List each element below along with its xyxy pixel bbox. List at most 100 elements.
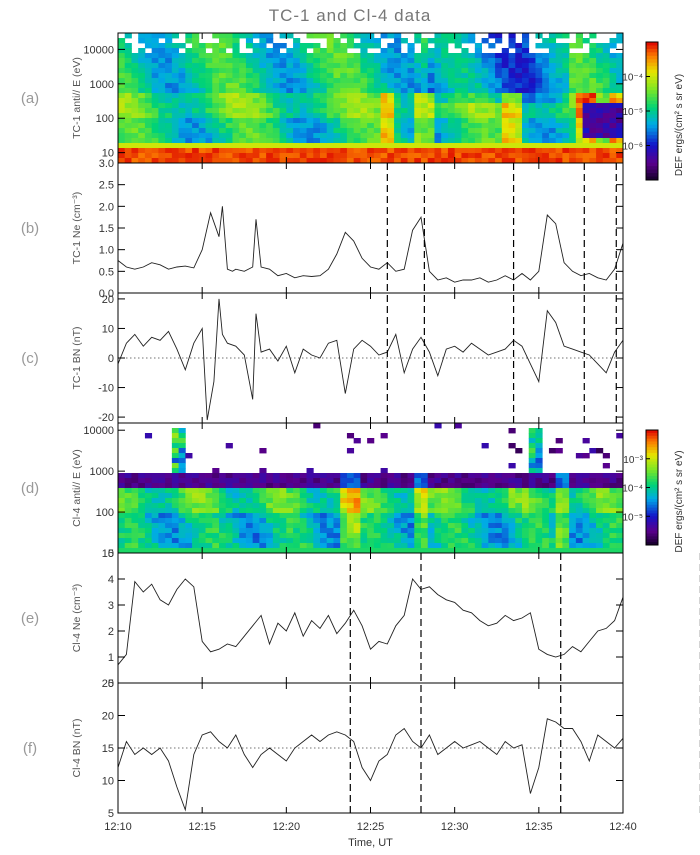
heatmap-cell [461, 473, 469, 479]
heatmap-cell [326, 503, 334, 509]
heatmap-cell [569, 143, 577, 149]
heatmap-cell [212, 143, 220, 149]
heatmap-cell [225, 548, 233, 554]
heatmap-cell [609, 123, 617, 129]
heatmap-cell [205, 498, 213, 504]
heatmap-cell [346, 143, 355, 149]
heatmap-cell [616, 503, 624, 509]
heatmap-cell [421, 78, 429, 84]
heatmap-cell [225, 143, 233, 149]
heatmap-cell [542, 153, 550, 159]
heatmap-cell [171, 78, 179, 84]
heatmap-cell [185, 103, 193, 109]
heatmap-cell [407, 123, 415, 129]
heatmap-cell [380, 483, 388, 489]
heatmap-cell [266, 58, 274, 64]
heatmap-cell [542, 138, 550, 144]
heatmap-cell [495, 473, 503, 479]
heatmap-cell [151, 158, 159, 164]
heatmap-cell [501, 108, 509, 114]
heatmap-cell [219, 503, 227, 509]
heatmap-cell [501, 473, 509, 479]
heatmap-cell [259, 48, 267, 54]
heatmap-cell [124, 103, 132, 109]
heatmap-cell [346, 138, 355, 144]
heatmap-cell [259, 503, 267, 509]
heatmap-cell [616, 538, 624, 544]
heatmap-cell [447, 498, 456, 504]
y-tick-label: 0.0 [99, 288, 114, 300]
heatmap-cell [212, 498, 220, 504]
heatmap-cell [219, 118, 227, 124]
heatmap-cell [259, 543, 267, 549]
heatmap-cell [400, 473, 408, 479]
heatmap-cell [488, 93, 496, 99]
heatmap-cell [495, 53, 503, 59]
heatmap-cell [508, 153, 516, 159]
heatmap-cell [589, 138, 597, 144]
heatmap-cell [158, 538, 166, 544]
heatmap-cell [138, 493, 146, 499]
heatmap-cell [259, 93, 267, 99]
heatmap-cell [118, 483, 126, 489]
heatmap-cell [407, 538, 415, 544]
heatmap-cell [266, 33, 274, 39]
heatmap-cell [178, 483, 186, 489]
heatmap-cell [252, 498, 260, 504]
heatmap-cell [454, 123, 462, 129]
heatmap-cell [286, 533, 294, 539]
heatmap-cell [118, 128, 126, 134]
y-tick-label: 1000 [90, 466, 114, 478]
heatmap-cell [528, 468, 536, 474]
heatmap-cell [219, 513, 227, 519]
heatmap-cell [313, 548, 321, 554]
heatmap-cell [542, 503, 550, 509]
heatmap-cell [178, 158, 186, 164]
heatmap-cell [602, 488, 610, 494]
heatmap-cell [394, 53, 402, 59]
heatmap-cell [286, 68, 294, 74]
heatmap-cell [542, 88, 550, 94]
heatmap-cell [205, 508, 213, 514]
heatmap-cell [346, 158, 355, 164]
heatmap-cell [219, 73, 227, 79]
heatmap-cell [185, 498, 193, 504]
heatmap-cell [515, 483, 523, 489]
heatmap-cell [138, 68, 146, 74]
heatmap-cell [171, 98, 179, 104]
heatmap-cell [219, 133, 227, 139]
heatmap-cell [535, 448, 543, 454]
heatmap-cell [239, 78, 247, 84]
heatmap-cell [367, 83, 375, 89]
heatmap-cell [165, 123, 173, 129]
heatmap-cell [535, 58, 543, 64]
heatmap-cell [333, 58, 341, 64]
heatmap-cell [454, 518, 462, 524]
heatmap-cell [178, 523, 186, 529]
heatmap-cell [306, 513, 314, 519]
heatmap-cell [171, 443, 179, 449]
heatmap-cell [279, 78, 287, 84]
heatmap-cell [299, 543, 307, 549]
heatmap-cell [569, 543, 577, 549]
heatmap-cell [468, 483, 476, 489]
heatmap-cell [245, 543, 254, 549]
heatmap-cell [225, 483, 233, 489]
heatmap-cell [239, 473, 247, 479]
heatmap-cell [414, 493, 422, 499]
heatmap-cell [542, 63, 550, 69]
heatmap-cell [185, 493, 193, 499]
colorbar-cell [646, 496, 658, 500]
colorbar-cell [646, 121, 658, 126]
heatmap-cell [192, 478, 200, 484]
heatmap-cell [259, 133, 267, 139]
heatmap-cell [515, 93, 523, 99]
heatmap-cell [609, 503, 617, 509]
heatmap-cell [421, 108, 429, 114]
heatmap-cell [252, 68, 260, 74]
heatmap-cell [124, 143, 132, 149]
heatmap-cell [441, 53, 449, 59]
heatmap-cell [259, 78, 267, 84]
heatmap-cell [185, 58, 193, 64]
heatmap-cell [272, 503, 280, 509]
